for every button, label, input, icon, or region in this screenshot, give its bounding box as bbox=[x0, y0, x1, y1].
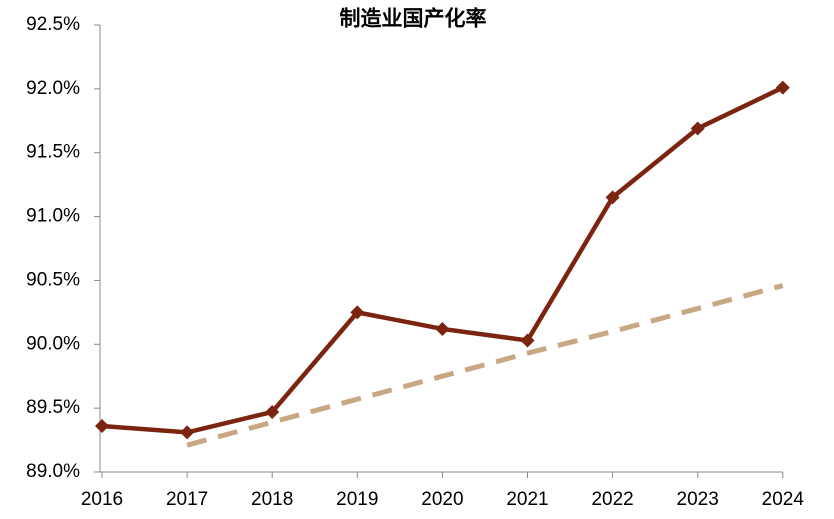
marker bbox=[520, 333, 535, 348]
y-tick-label: 91.5% bbox=[26, 142, 80, 163]
x-tick-label: 2016 bbox=[81, 489, 123, 510]
x-tick-label: 2019 bbox=[336, 489, 378, 510]
marker bbox=[435, 321, 450, 336]
trend-line bbox=[186, 283, 784, 448]
y-tick-label: 89.0% bbox=[26, 461, 80, 482]
y-tick-label: 90.5% bbox=[26, 269, 80, 290]
x-tick-label: 2023 bbox=[677, 489, 719, 510]
marker bbox=[605, 190, 620, 205]
x-tick-label: 2020 bbox=[421, 489, 463, 510]
x-tick-label: 2018 bbox=[251, 489, 293, 510]
marker bbox=[775, 80, 790, 95]
marker bbox=[350, 305, 365, 320]
marker bbox=[95, 419, 109, 434]
x-tick-label: 2022 bbox=[591, 489, 633, 510]
y-tick-label: 89.5% bbox=[26, 397, 80, 418]
x-tick-label: 2024 bbox=[762, 489, 805, 510]
x-tick-label: 2021 bbox=[506, 489, 548, 510]
marker bbox=[690, 121, 705, 136]
y-tick-label: 91.0% bbox=[26, 206, 80, 227]
series-line bbox=[101, 85, 784, 435]
y-tick-label: 92.5% bbox=[26, 14, 80, 35]
marker bbox=[265, 404, 280, 419]
marker bbox=[180, 425, 195, 440]
chart-title: 制造业国产化率 bbox=[340, 7, 487, 31]
y-tick-label: 90.0% bbox=[26, 333, 80, 354]
y-tick-label: 92.0% bbox=[26, 78, 80, 99]
x-tick-label: 2017 bbox=[166, 489, 208, 510]
